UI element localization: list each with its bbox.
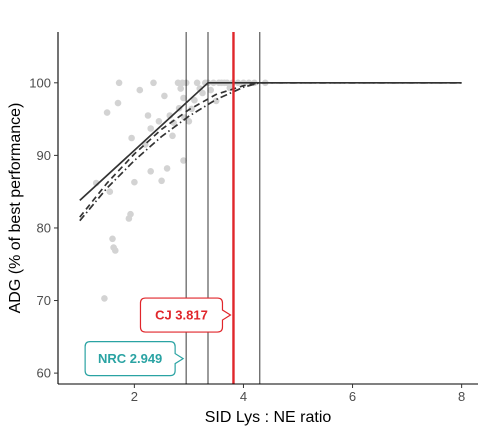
y-tick-label: 80: [37, 220, 51, 235]
data-point: [169, 132, 176, 140]
data-point: [180, 94, 187, 102]
callout-label: NRC 2.949: [98, 351, 162, 366]
data-point: [155, 118, 163, 125]
series-line-dashed: [79, 81, 462, 218]
data-point: [115, 79, 123, 87]
data-point: [101, 295, 108, 302]
data-point: [109, 235, 116, 243]
data-point: [147, 125, 154, 132]
data-point: [127, 210, 134, 218]
data-point: [161, 92, 168, 100]
data-point: [131, 178, 138, 186]
axes-layer: 2 4 6 8 60 70 80 90 100: [29, 32, 478, 404]
y-tick-label: 60: [37, 366, 51, 381]
y-axis-title: ADG (% of best performance): [7, 103, 24, 314]
x-axis-title: SID Lys : NE ratio: [205, 409, 332, 426]
data-point: [163, 165, 171, 172]
data-point: [147, 168, 154, 175]
x-tick-label: 4: [240, 389, 247, 404]
y-tick-label: 70: [37, 293, 51, 308]
data-point: [207, 86, 214, 94]
data-point: [193, 79, 201, 87]
data-point: [191, 96, 198, 104]
data-point: [188, 105, 195, 113]
data-point: [106, 188, 114, 195]
data-point: [158, 177, 165, 185]
data-point: [150, 79, 157, 87]
callout-box: [139, 297, 232, 333]
data-point: [180, 157, 187, 164]
data-point: [177, 85, 184, 92]
callout-box: [84, 340, 185, 377]
x-tick-label: 2: [131, 389, 138, 404]
series-line-dotdash: [79, 81, 462, 222]
series-line-solid: [79, 81, 462, 202]
data-point: [199, 89, 206, 97]
data-point: [114, 99, 122, 107]
data-point: [144, 112, 152, 119]
callouts-layer: CJ 3.817 NRC 2.949: [84, 297, 232, 377]
data-point: [112, 247, 119, 254]
y-tick-label: 100: [29, 75, 51, 90]
x-tick-label: 8: [458, 389, 465, 404]
y-tick-label: 90: [37, 148, 51, 163]
data-point: [128, 134, 135, 142]
callout-label: CJ 3.817: [155, 308, 208, 323]
data-point: [136, 86, 144, 94]
data-point: [185, 118, 193, 125]
x-tick-label: 6: [349, 389, 356, 404]
data-point: [103, 109, 111, 116]
series-layer: [79, 81, 462, 222]
points-layer: [92, 79, 269, 302]
